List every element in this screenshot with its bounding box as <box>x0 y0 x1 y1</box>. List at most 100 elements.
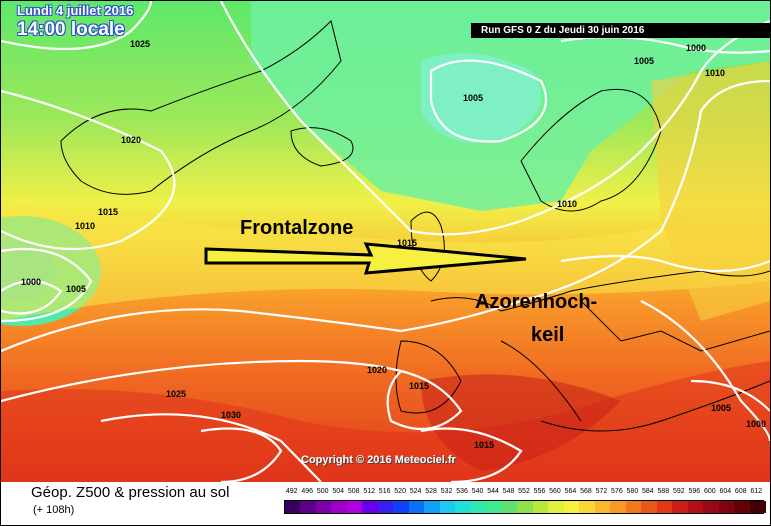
trough-core <box>421 53 541 143</box>
scale-swatch <box>625 501 642 513</box>
scale-tick-label: 576 <box>611 488 623 495</box>
isobar-label: 1015 <box>409 381 429 391</box>
scale-tick-label: 596 <box>688 488 701 495</box>
isobar-label: 1015 <box>474 440 494 450</box>
scale-swatch <box>579 501 596 513</box>
scale-swatch <box>548 501 565 513</box>
isobar-label: 1005 <box>463 93 483 103</box>
scale-swatch <box>346 501 363 513</box>
scale-tick-label: 532 <box>440 488 453 495</box>
warm-south <box>1 361 770 482</box>
scale-swatch <box>470 501 487 513</box>
copyright: Copyright © 2016 Meteociel.fr <box>301 454 456 466</box>
scale-tick-label: 528 <box>425 488 437 495</box>
scale-swatch <box>408 501 425 513</box>
scale-tick-label: 548 <box>502 488 515 495</box>
scale-tick-label: 508 <box>347 488 360 495</box>
frontalzone-label: Frontalzone <box>240 217 354 239</box>
isobar-label: 1025 <box>166 389 186 399</box>
legend-title: Géop. Z500 & pression au sol <box>31 484 230 501</box>
scale-swatch <box>424 501 441 513</box>
azorenhoch-label-line1: Azorenhoch- <box>475 291 598 313</box>
scale-swatch <box>285 501 301 513</box>
hot-core <box>421 374 621 471</box>
scale-swatch <box>672 501 689 513</box>
scale-swatch <box>362 501 379 513</box>
scale-tick-label: 588 <box>657 488 670 495</box>
scale-swatch <box>734 501 751 513</box>
isobar-label: 1005 <box>634 56 654 66</box>
isobar-label: 1000 <box>686 43 706 53</box>
scale-tick-label: 584 <box>642 488 654 495</box>
isobar-label: 1000 <box>746 419 766 429</box>
scale-tick-label: 612 <box>750 488 763 495</box>
scale-swatch <box>594 501 611 513</box>
isobar-label: 1030 <box>221 410 241 420</box>
scale-swatch <box>393 501 410 513</box>
isobar-label: 1010 <box>705 68 725 78</box>
scale-tick-label: 604 <box>719 488 732 495</box>
scale-swatch <box>641 501 658 513</box>
scale-tick-label: 600 <box>703 488 716 495</box>
isobar-label: 1005 <box>66 284 86 294</box>
scale-swatch <box>703 501 720 513</box>
scale-tick-label: 564 <box>564 488 577 495</box>
scale-swatch <box>439 501 456 513</box>
scale-tick-label: 540 <box>471 488 484 495</box>
scale-tick-label: 592 <box>672 488 685 495</box>
scale-swatch <box>656 501 673 513</box>
scale-tick-label: 572 <box>595 488 608 495</box>
scale-swatch <box>377 501 394 513</box>
scale-tick-label: 516 <box>378 488 391 495</box>
scale-tick-label: 492 <box>285 488 298 495</box>
scale-swatch <box>749 501 766 513</box>
scale-swatch <box>300 501 317 513</box>
isobar-labels: 1025 1000 1005 1010 1005 1020 1015 1010 … <box>21 39 766 450</box>
isobar-label: 1015 <box>397 238 417 248</box>
scale-tick-label: 496 <box>301 488 314 495</box>
scale-tick-label: 536 <box>456 488 468 495</box>
scale-swatch <box>331 501 348 513</box>
scale-labels: 492 496 500 504 508 512 516 520 524 528 532 536 540 5… <box>284 488 764 498</box>
model-run-banner: Run GFS 0 Z du Jeudi 30 juin 2016 <box>471 23 770 38</box>
scale-tick-label: 580 <box>626 488 639 495</box>
scale-swatch <box>517 501 534 513</box>
scale-tick-label: 608 <box>734 488 747 495</box>
isobar-label: 1010 <box>557 199 577 209</box>
scale-swatch <box>315 501 332 513</box>
scale-tick-label: 568 <box>580 488 592 495</box>
scale-swatch <box>532 501 549 513</box>
scale-tick-label: 512 <box>363 488 375 495</box>
scale-swatch <box>455 501 472 513</box>
legend-panel: Géop. Z500 & pression au sol (+ 108h) 49… <box>1 482 770 525</box>
scale-tick-label: 544 <box>487 488 499 495</box>
isobars <box>1 1 770 482</box>
scale-tick-label: 500 <box>316 488 329 495</box>
scale-swatch <box>610 501 627 513</box>
scale-bar <box>284 500 766 514</box>
scale-swatch <box>486 501 503 513</box>
frontalzone-arrow <box>204 242 527 275</box>
forecast-local-time: 14:00 locale <box>17 19 125 40</box>
scale-swatch <box>501 501 518 513</box>
scale-tick-label: 524 <box>409 488 422 495</box>
scale-swatch <box>687 501 704 513</box>
isobar-label: 1010 <box>75 221 95 231</box>
east-ridge <box>651 61 770 321</box>
z500-pressure-map: 1025 1000 1005 1010 1005 1020 1015 1010 … <box>1 1 770 482</box>
isobar-label: 1000 <box>21 277 41 287</box>
scale-tick-label: 560 <box>549 488 561 495</box>
isobar-label: 1020 <box>367 365 387 375</box>
scale-tick-label: 504 <box>332 488 345 495</box>
scale-tick-label: 520 <box>394 488 406 495</box>
scale-swatch <box>563 501 580 513</box>
scale-tick-label: 552 <box>518 488 530 495</box>
azorenhoch-label-line2: keil <box>531 324 565 346</box>
isobar-label: 1005 <box>711 403 731 413</box>
forecast-date: Lundi 4 juillet 2016 <box>17 3 134 18</box>
isobar-label: 1015 <box>98 207 118 217</box>
scale-swatch <box>718 501 735 513</box>
legend-subtitle: (+ 108h) <box>33 504 75 516</box>
isobar-label: 1025 <box>130 39 150 49</box>
